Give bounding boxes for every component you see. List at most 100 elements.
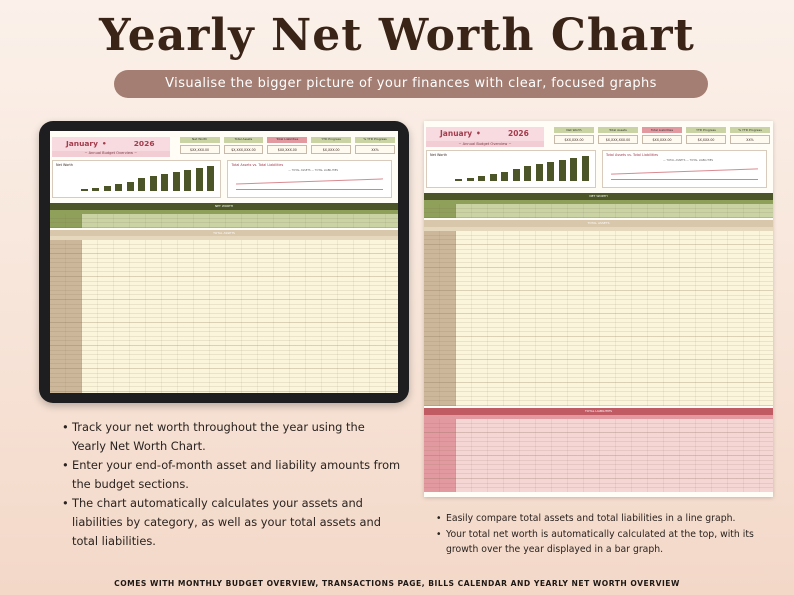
net-worth-bar [558, 160, 566, 181]
net-worth-bar [512, 168, 520, 181]
liabilities-line [236, 178, 384, 185]
kpi-value: $XX,XXX.00 [179, 144, 220, 154]
line-chart-title: Total Assets vs. Total Liabilities [606, 153, 659, 157]
net-worth-section-rows [424, 204, 773, 218]
kpi-value: $X,XXX,XXX.00 [223, 144, 264, 154]
spreadsheet-large-canvas: January • 2026 ~ Annual Budget Overview ~ Ne… [424, 121, 773, 497]
feature-item: Easily compare total assets and total li… [436, 511, 786, 527]
feature-item: Track your net worth throughout the year… [62, 418, 402, 456]
net-worth-bar [466, 177, 474, 181]
total-assets-section-month-row [424, 226, 773, 231]
net-worth-bar [149, 175, 157, 191]
total-assets-section-cols [50, 240, 398, 393]
net-worth-bar [570, 158, 577, 181]
kpi-value: XX% [355, 144, 395, 154]
net-worth-bar [547, 162, 554, 181]
net-worth-bar [103, 186, 111, 191]
net-worth-bar [489, 174, 497, 181]
net-worth-section-header: NET WORTH [424, 193, 773, 200]
feature-list-right: Easily compare total assets and total li… [436, 511, 786, 558]
overview-label: ~ Annual Budget Overview ~ [51, 150, 170, 157]
kpi-value: $XX,XXX.00 [554, 135, 594, 144]
total-liabilities-section-rows [424, 418, 773, 493]
bar-chart-title: Net Worth [55, 162, 74, 167]
kpi-label: YTD Progress [686, 127, 726, 133]
net-worth-bar [172, 172, 180, 191]
net-worth-bar [195, 168, 203, 191]
spreadsheet-preview-small: January • 2026 ~ Annual Budget Overview ~ Ne… [50, 131, 398, 393]
total-assets-section-body [424, 230, 773, 406]
net-worth-bar [161, 173, 169, 191]
total-assets-section-month-row [50, 236, 398, 241]
total-liabilities-section-header: TOTAL LIABILITIES [424, 407, 773, 415]
kpi-value: $X,XXX.00 [311, 144, 352, 154]
total-liabilities-section-category-column [424, 418, 456, 493]
month-dot: • [476, 129, 481, 138]
kpi-value: $XX,XXX.00 [267, 144, 308, 154]
net-worth-bar [138, 178, 146, 191]
month-label: January [65, 138, 98, 148]
feature-item: Enter your end-of-month asset and liabil… [62, 456, 402, 494]
line-chart-legend: — TOTAL ASSETS — TOTAL LIABILITIES [663, 159, 714, 162]
total-liabilities-section-month-row [424, 414, 773, 419]
overview-label: ~ Annual Budget Overview ~ [426, 141, 544, 147]
total-assets-section-rows [50, 240, 398, 393]
month-dot: • [101, 138, 107, 148]
kpi-label: Total Assets [223, 136, 264, 143]
total-assets-section-header: TOTAL ASSETS [424, 219, 773, 227]
kpi-value: XX% [730, 135, 770, 144]
spreadsheet-preview-large: January • 2026 ~ Annual Budget Overview ~ Ne… [424, 121, 773, 497]
net-worth-bar-chart: Net Worth [51, 159, 222, 198]
total-assets-section-cols [424, 230, 773, 406]
tablet-mockup: January • 2026 ~ Annual Budget Overview ~ Ne… [39, 121, 409, 403]
net-worth-section-body [50, 213, 398, 228]
net-worth-bar [80, 188, 88, 191]
assets-liabilities-line-chart: Total Assets vs. Total Liabilities — TOTA… [227, 159, 392, 198]
net-worth-bar [207, 165, 214, 191]
total-liabilities-section-body [424, 418, 773, 493]
net-worth-bar [524, 165, 531, 181]
net-worth-section-month-row [50, 209, 398, 214]
assets-line [611, 179, 758, 180]
kpi-label: % YTD Progress [730, 127, 770, 133]
kpi-label: Total Liabilities [267, 136, 308, 143]
subtitle-banner: Visualise the bigger picture of your fin… [114, 70, 708, 98]
net-worth-bar [535, 163, 543, 181]
total-assets-section-body [50, 240, 398, 393]
year-label: 2026 [133, 138, 155, 148]
net-worth-bar [455, 178, 462, 181]
assets-liabilities-line-chart: Total Assets vs. Total Liabilities — TOTA… [602, 150, 767, 188]
kpi-label: Net Worth [179, 136, 220, 143]
net-worth-bar [581, 156, 589, 181]
net-worth-section-month-row [424, 200, 773, 204]
assets-line [236, 188, 384, 190]
year-label: 2026 [508, 129, 529, 138]
kpi-value: $X,XXX,XXX.00 [598, 135, 638, 144]
kpi-label: Total Liabilities [642, 127, 682, 133]
total-assets-section-header: TOTAL ASSETS [50, 229, 398, 237]
total-assets-section-category-column [424, 230, 456, 406]
net-worth-section-category-column [50, 213, 82, 228]
net-worth-section-cols [424, 204, 773, 218]
month-header: January • 2026 [51, 136, 170, 151]
net-worth-section-header: NET WORTH [50, 202, 398, 210]
kpi-label: YTD Progress [311, 136, 352, 143]
feature-item: The chart automatically calculates your … [62, 494, 402, 551]
page-title: Yearly Net Worth Chart [99, 10, 695, 61]
feature-list-left: Track your net worth throughout the year… [62, 418, 402, 551]
kpi-label: % YTD Progress [355, 136, 395, 143]
footer-note: COMES WITH MONTHLY BUDGET OVERVIEW, TRAN… [114, 579, 680, 588]
month-header: January • 2026 [426, 127, 544, 141]
liabilities-line [611, 168, 758, 175]
net-worth-section-category-column [424, 204, 456, 218]
feature-item: Your total net worth is automatically ca… [436, 527, 786, 558]
kpi-value: $XX,XXX.00 [642, 135, 682, 144]
total-assets-section-category-column [50, 240, 82, 393]
net-worth-section-cols [50, 213, 398, 228]
net-worth-section-rows [50, 213, 398, 228]
kpi-label: Total Assets [598, 127, 638, 133]
net-worth-bar [126, 181, 134, 191]
kpi-value: $X,XXX.00 [686, 135, 726, 144]
total-liabilities-section-cols [424, 418, 773, 493]
bar-chart-title: Net Worth [430, 153, 448, 157]
